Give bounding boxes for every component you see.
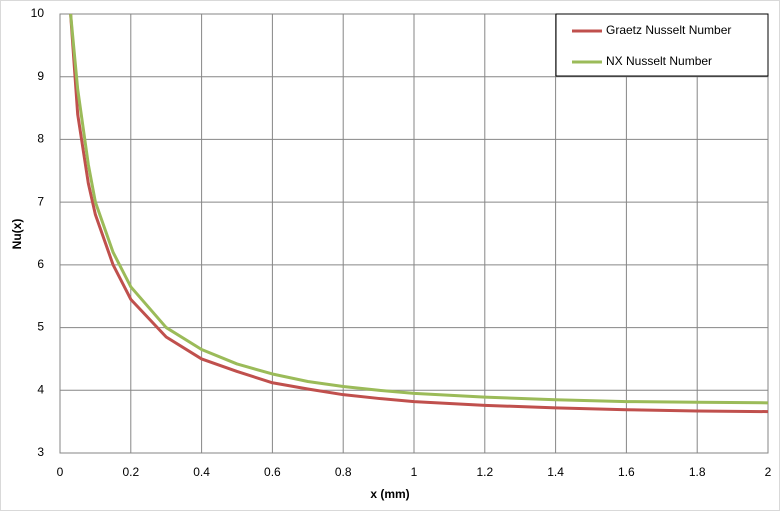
x-tick-label: 1.8 (689, 465, 706, 479)
legend-label: NX Nusselt Number (606, 54, 712, 68)
y-tick-label: 8 (37, 132, 44, 146)
y-tick-label: 9 (37, 69, 44, 83)
y-tick-label: 5 (37, 320, 44, 334)
x-tick-label: 1.4 (547, 465, 564, 479)
x-axis-title: x (mm) (370, 487, 409, 501)
y-tick-label: 10 (31, 6, 45, 20)
y-axis-title: Nu(x) (10, 219, 24, 250)
legend-box (555, 13, 769, 77)
x-tick-label: 0.2 (122, 465, 139, 479)
x-tick-label: 1.6 (618, 465, 635, 479)
line-series (69, 13, 769, 414)
y-tick-label: 3 (37, 445, 44, 459)
x-tick-label: 0.8 (335, 465, 352, 479)
x-tick-label: 1 (411, 465, 418, 479)
x-tick-label: 0.6 (264, 465, 281, 479)
x-tick-label: 2 (765, 465, 772, 479)
y-tick-label: 4 (37, 382, 44, 396)
legend-label: Graetz Nusselt Number (606, 23, 731, 37)
y-tick-label: 7 (37, 194, 44, 208)
x-tick-label: 1.2 (476, 465, 493, 479)
y-tick-label: 6 (37, 257, 44, 271)
line-series (69, 13, 769, 405)
x-tick-label: 0 (57, 465, 64, 479)
x-tick-label: 0.4 (193, 465, 210, 479)
